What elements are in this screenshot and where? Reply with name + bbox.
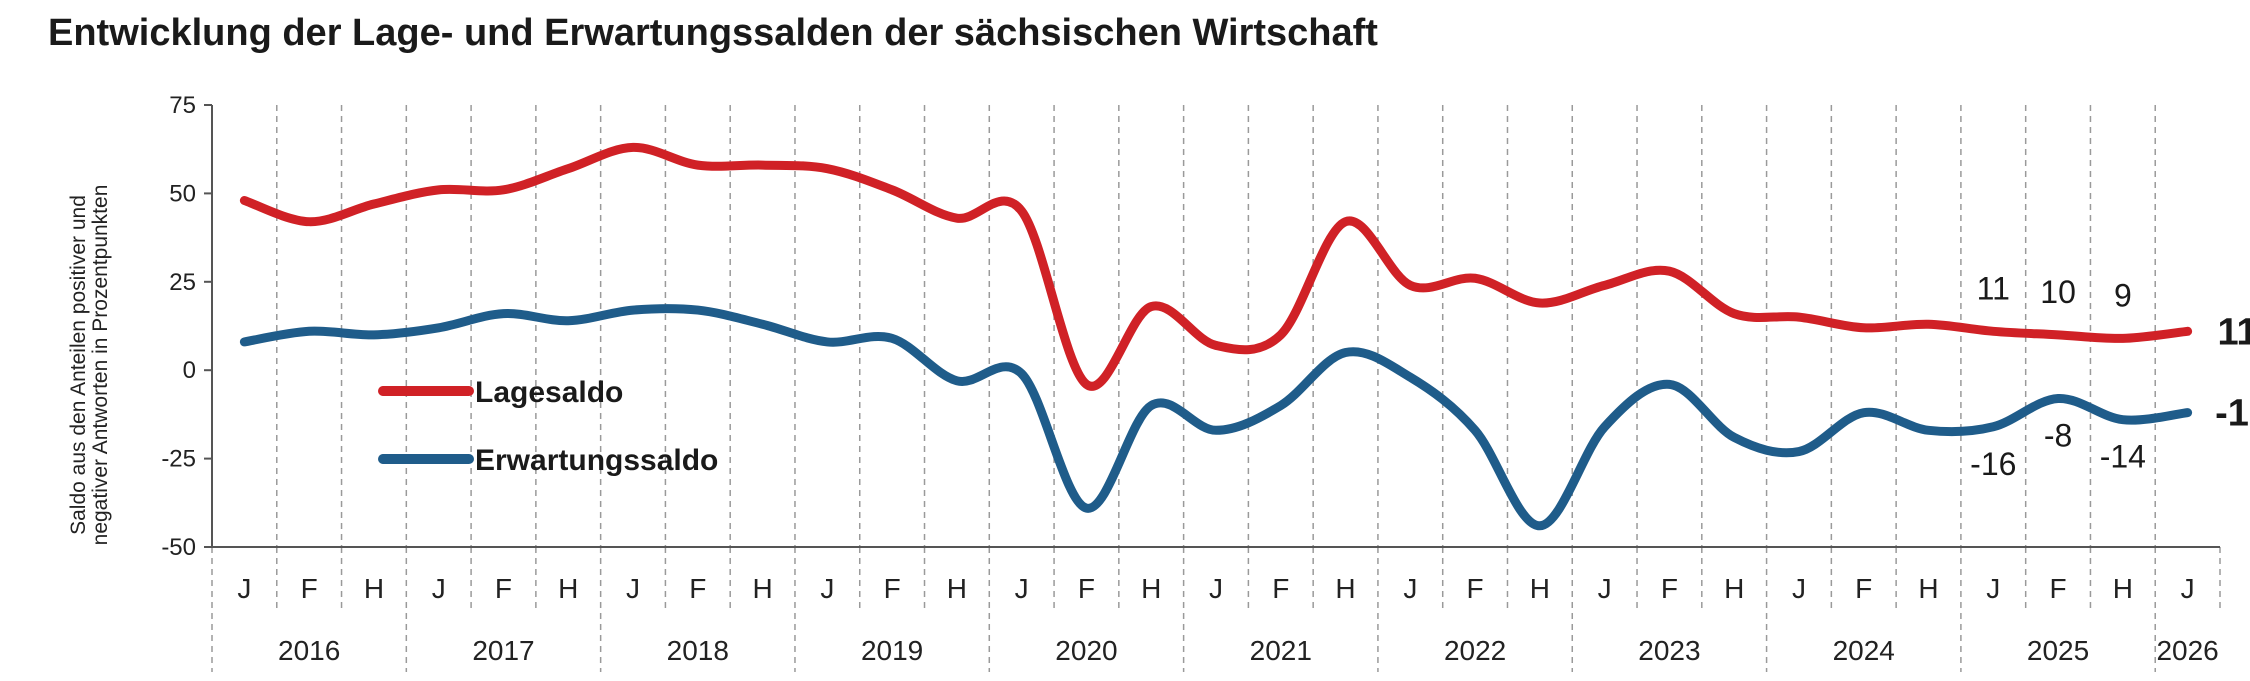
data-label-erwartungssaldo: -8 — [2044, 417, 2072, 453]
x-tick-year: 2025 — [2027, 635, 2089, 666]
x-tick-month: J — [1598, 573, 1612, 604]
x-tick-month: F — [884, 573, 901, 604]
x-tick-month: J — [1403, 573, 1417, 604]
x-tick-month: J — [432, 573, 446, 604]
x-tick-year: 2026 — [2156, 635, 2218, 666]
y-tick-label: 50 — [169, 180, 196, 207]
y-tick-label: 0 — [183, 357, 196, 384]
x-tick-year: 2016 — [278, 635, 340, 666]
x-tick-month: H — [364, 573, 384, 604]
x-axis-ticks: J F H J F H J F H J F H J F H J F H J F H J F H J F H J F H J 2016 2017 2… — [237, 573, 2218, 666]
x-tick-month: F — [1467, 573, 1484, 604]
x-tick-year: 2024 — [1833, 635, 1895, 666]
x-tick-month: H — [1335, 573, 1355, 604]
y-axis-label-line1: Saldo aus den Anteilen positiver und — [67, 195, 90, 535]
series-line-erwartungssaldo — [239, 304, 2193, 531]
x-tick-year: 2021 — [1250, 635, 1312, 666]
x-tick-month: H — [2113, 573, 2133, 604]
y-tick-label: -50 — [161, 534, 196, 561]
data-label-lagesaldo: 11 — [1977, 270, 2010, 306]
x-tick-month: J — [626, 573, 640, 604]
y-tick-label: 75 — [169, 92, 196, 119]
x-tick-year: 2023 — [1638, 635, 1700, 666]
legend: Lagesaldo Erwartungssaldo — [378, 376, 718, 477]
x-tick-month: F — [1078, 573, 1095, 604]
x-tick-month: H — [1141, 573, 1161, 604]
x-tick-year: 2020 — [1055, 635, 1117, 666]
y-axis-label-line2: negativer Antworten in Prozentpunkten — [89, 185, 112, 546]
x-tick-year: 2022 — [1444, 635, 1506, 666]
data-label-lagesaldo: 9 — [2114, 277, 2132, 313]
data-label-erwartungssaldo: -16 — [1970, 446, 2016, 482]
x-tick-month: H — [752, 573, 772, 604]
chart-title: Entwicklung der Lage- und Erwartungssald… — [48, 12, 1378, 54]
x-tick-month: F — [495, 573, 512, 604]
x-tick-month: H — [1530, 573, 1550, 604]
x-tick-month: J — [1015, 573, 1029, 604]
x-tick-month: F — [1272, 573, 1289, 604]
axes — [211, 105, 2220, 548]
x-tick-year: 2017 — [472, 635, 534, 666]
x-tick-month: J — [2181, 573, 2195, 604]
data-label-lagesaldo: 11 — [2218, 311, 2250, 353]
legend-label-lagesaldo: Lagesaldo — [475, 376, 623, 409]
y-axis-ticks: 75 50 25 0 -25 -50 — [161, 92, 212, 561]
legend-label-erwartungssaldo: Erwartungssaldo — [475, 444, 718, 477]
x-tick-month: H — [1918, 573, 1938, 604]
y-tick-label: 25 — [169, 269, 196, 296]
x-tick-month: J — [1986, 573, 2000, 604]
x-tick-month: J — [237, 573, 251, 604]
y-tick-label: -25 — [161, 446, 196, 473]
data-label-erwartungssaldo: -14 — [2100, 439, 2146, 475]
series-line-lagesaldo — [239, 142, 2193, 391]
x-tick-month: F — [301, 573, 318, 604]
x-tick-month: H — [947, 573, 967, 604]
x-tick-month: F — [2050, 573, 2067, 604]
x-tick-year: 2019 — [861, 635, 923, 666]
x-tick-month: F — [1661, 573, 1678, 604]
data-label-lagesaldo: 10 — [2040, 274, 2076, 310]
x-tick-month: F — [1855, 573, 1872, 604]
data-label-erwartungssaldo: -12 — [2215, 393, 2250, 435]
x-tick-month: H — [1724, 573, 1744, 604]
data-labels: 11 10 9 11 -16 -8 -14 -12 — [1970, 270, 2250, 481]
x-tick-month: H — [558, 573, 578, 604]
x-tick-month: J — [1209, 573, 1223, 604]
x-tick-year: 2018 — [667, 635, 729, 666]
x-tick-month: F — [689, 573, 706, 604]
series-lines — [239, 142, 2193, 531]
x-tick-month: J — [1792, 573, 1806, 604]
x-tick-month: J — [820, 573, 834, 604]
